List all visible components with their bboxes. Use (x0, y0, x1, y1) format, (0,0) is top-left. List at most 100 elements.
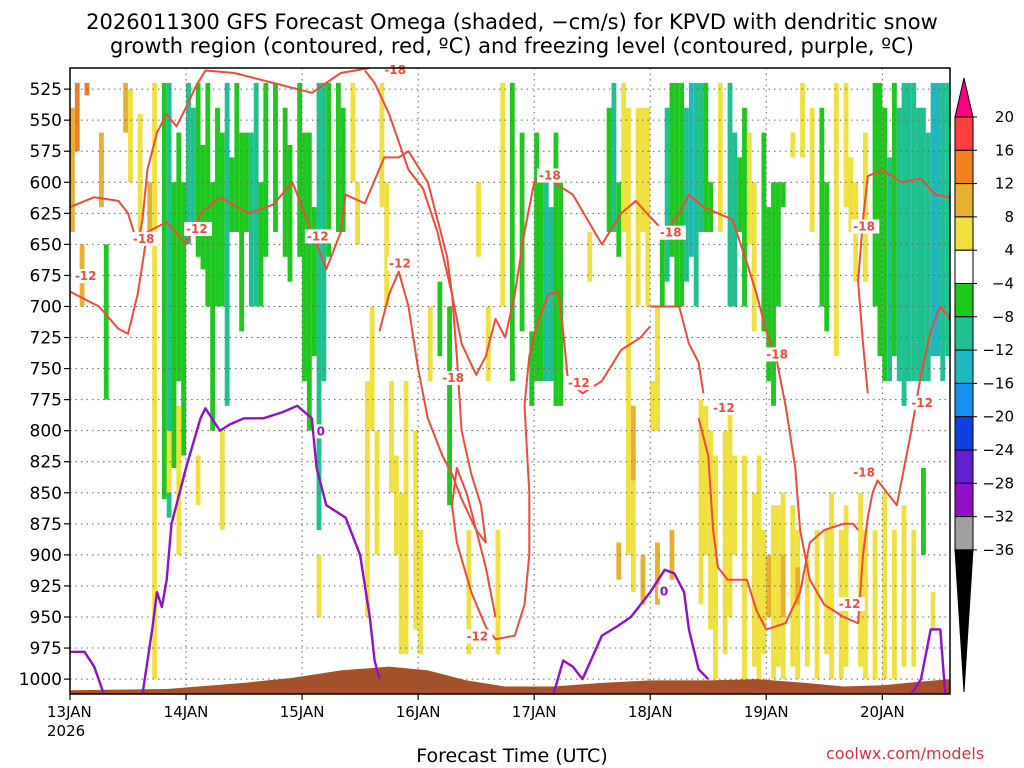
y-tick-label: 600 (30, 173, 62, 193)
omega-cell (630, 430, 636, 593)
colorbar-label: 4 (1004, 241, 1014, 259)
y-tick-label: 800 (30, 422, 62, 442)
omega-cell (703, 82, 709, 232)
x-tick-label: 15JAN (280, 703, 325, 721)
colorbar-swatch (954, 482, 974, 518)
omega-cell (587, 231, 593, 282)
contour-label: -12 (713, 401, 735, 415)
omega-cell (582, 82, 588, 232)
omega-cell (708, 430, 714, 630)
colorbar-label: −16 (982, 374, 1014, 392)
omega-cell (128, 89, 133, 183)
omega-cell (693, 82, 699, 307)
omega-cell (137, 113, 143, 232)
colorbar-label: −24 (982, 441, 1014, 459)
omega-cell (248, 132, 254, 307)
omega-cell (829, 492, 834, 680)
contour-label-bg (909, 395, 938, 410)
omega-cell (761, 530, 767, 655)
omega-cell (679, 82, 685, 307)
omega-cell (737, 157, 743, 232)
contour-label: -12 (911, 396, 933, 410)
omega-cell (809, 107, 815, 232)
contour-label: -12 (568, 376, 590, 390)
y-tick-label: 550 (30, 111, 62, 131)
omega-cell (732, 132, 738, 307)
omega-cell (563, 132, 569, 307)
omega-cell (205, 82, 211, 307)
omega-cell (674, 82, 680, 307)
terrain-surface (70, 666, 950, 694)
y-axis-ticks: 525 550 575 600 625 650 675 700 725 750 775 800 825 8… (19, 80, 70, 690)
omega-cell (930, 592, 936, 630)
omega-cell (795, 567, 801, 605)
snow-growth-contour (857, 168, 950, 394)
snow-growth-contour (364, 69, 651, 641)
colorbar: 20 16 12 8 4 −4 −8 −12 −16 −20 −24 −28 −32 −36 (954, 77, 1014, 693)
omega-cell (558, 182, 564, 406)
colorbar-label: −28 (982, 474, 1014, 492)
omega-cell (263, 82, 269, 257)
y-tick-label: 575 (30, 142, 62, 162)
omega-cell (771, 182, 776, 406)
omega-cell (621, 82, 627, 232)
omega-cell (742, 455, 747, 680)
y-tick-label: 850 (30, 484, 62, 504)
colorbar-label: 8 (1004, 208, 1014, 226)
omega-cell (500, 82, 506, 307)
omega-cell (539, 182, 544, 381)
contour-label: 0 (317, 424, 325, 438)
snow-growth-contour (650, 305, 705, 394)
omega-shading (70, 82, 950, 680)
colorbar-swatch (954, 316, 974, 351)
omega-cell (389, 381, 394, 493)
omega-cell (297, 82, 303, 257)
omega-cell (877, 82, 883, 357)
omega-cell (510, 82, 515, 382)
omega-cell (925, 132, 931, 381)
x-axis-title: Forecast Time (UTC) (416, 745, 608, 767)
omega-cell (901, 505, 907, 667)
snow-growth-contour (697, 418, 859, 631)
omega-cell (176, 405, 182, 555)
colorbar-label: 16 (995, 141, 1014, 159)
snow-growth-contour (552, 181, 950, 625)
contour-label-bg (382, 62, 411, 77)
omega-cell (640, 107, 646, 232)
omega-cell (645, 107, 651, 307)
chart-title-line2: growth region (contoured, red, ºC) and f… (110, 34, 914, 58)
y-tick-label: 875 (30, 515, 62, 535)
contour-label: -12 (186, 222, 208, 236)
colorbar-swatch (954, 449, 974, 484)
omega-cell (572, 157, 578, 282)
omega-cell (920, 467, 926, 555)
omega-cell (611, 82, 617, 232)
omega-cell (103, 244, 109, 400)
omega-cell (887, 157, 892, 381)
omega-cell (239, 132, 245, 332)
omega-cell (761, 132, 767, 332)
contour-label: -12 (839, 597, 861, 611)
omega-cell (601, 82, 607, 208)
y-tick-label: 775 (30, 391, 62, 411)
omega-cell (891, 530, 897, 680)
omega-cell (727, 82, 733, 307)
colorbar-swatch (954, 516, 974, 551)
contour-label: -18 (133, 232, 155, 246)
omega-cell (418, 530, 423, 655)
contour-label-bg (657, 584, 670, 599)
snow-growth-contour (70, 150, 545, 376)
contour-label: -18 (853, 219, 875, 233)
contour-labels: -18 -12 -18 -12 -12 -12 -18 -12 -18 -12 -18 -12 -18 -… (72, 62, 938, 644)
terrain-fill (70, 666, 950, 694)
plot-frame (69, 67, 951, 695)
omega-cell (814, 530, 820, 680)
omega-cell (195, 82, 201, 257)
omega-cell (543, 182, 549, 381)
omega-cell (804, 554, 810, 667)
omega-cell (384, 182, 390, 307)
omega-cell (171, 182, 177, 468)
colorbar-label: −20 (982, 408, 1014, 426)
contour-label-bg (72, 269, 101, 284)
